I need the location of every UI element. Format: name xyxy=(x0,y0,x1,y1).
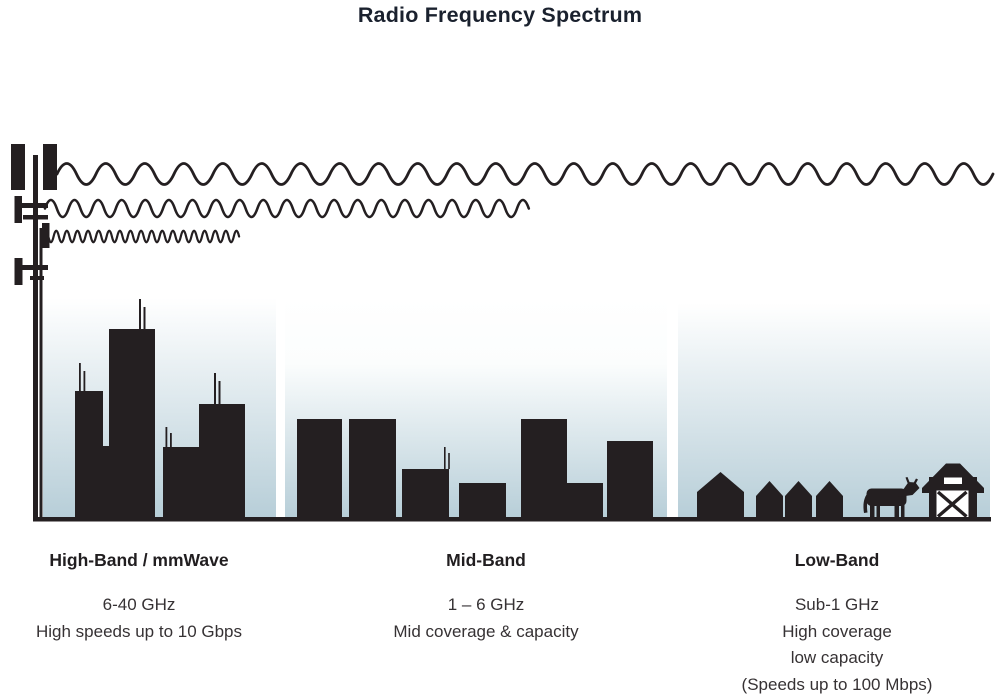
band-name: Low-Band xyxy=(794,550,880,570)
barn-icon xyxy=(922,463,984,518)
skyscraper xyxy=(75,391,103,518)
barn-vent xyxy=(944,477,962,484)
mid-band-buildings xyxy=(297,419,653,518)
rooftop-antennas xyxy=(79,299,221,448)
band-frequency: 1 – 6 GHz xyxy=(447,595,525,614)
medium-wavelength-wave xyxy=(43,198,531,219)
page-title: Radio Frequency Spectrum xyxy=(357,3,643,27)
band-name: Mid-Band xyxy=(446,550,526,570)
tower-antenna-panel xyxy=(42,223,50,248)
mid-band-sky-panel xyxy=(285,298,667,518)
building xyxy=(349,419,396,518)
band-frequency: 6-40 GHz xyxy=(102,595,176,614)
long-wavelength-wave xyxy=(55,162,995,186)
band-detail: High coverage xyxy=(782,621,892,641)
low-band-rural-scene xyxy=(697,463,984,519)
ground-line xyxy=(33,517,991,522)
tower-antenna-panel xyxy=(14,196,22,223)
band-detail: High speeds up to 10 Gbps xyxy=(35,621,243,641)
building xyxy=(567,483,603,518)
building xyxy=(402,469,449,518)
house-icon xyxy=(785,481,812,518)
building xyxy=(521,419,567,518)
skyscraper xyxy=(109,329,155,518)
low-band-label: Low-Band Sub-1 GHz High coverage low cap… xyxy=(688,550,986,698)
band-detail: (Speeds up to 100 Mbps) xyxy=(741,674,933,694)
rooftop-antennas xyxy=(444,447,450,469)
high-band-label: High-Band / mmWave 6-40 GHz High speeds … xyxy=(0,550,278,645)
skyscraper xyxy=(163,447,200,518)
band-detail: Mid coverage & capacity xyxy=(393,621,579,641)
house-icon xyxy=(756,481,783,518)
tower-antenna-panel xyxy=(14,258,23,285)
tower-antenna-panel xyxy=(43,144,57,190)
mid-band-label: Mid-Band 1 – 6 GHz Mid coverage & capaci… xyxy=(338,550,634,645)
band-name: High-Band / mmWave xyxy=(49,550,229,570)
radio-waves xyxy=(41,162,995,244)
high-band-skyline xyxy=(75,299,245,518)
band-detail: low capacity xyxy=(790,648,884,668)
building xyxy=(297,419,342,518)
house-icon xyxy=(816,481,843,518)
tower-antenna-panel xyxy=(11,144,25,190)
cow-icon xyxy=(863,477,920,519)
band-frequency: Sub-1 GHz xyxy=(794,595,880,614)
building xyxy=(459,483,506,518)
cell-tower-icon xyxy=(11,144,57,518)
building xyxy=(607,441,653,518)
house-icon xyxy=(697,472,744,518)
skyscraper xyxy=(199,404,245,518)
short-wavelength-wave xyxy=(41,229,241,244)
